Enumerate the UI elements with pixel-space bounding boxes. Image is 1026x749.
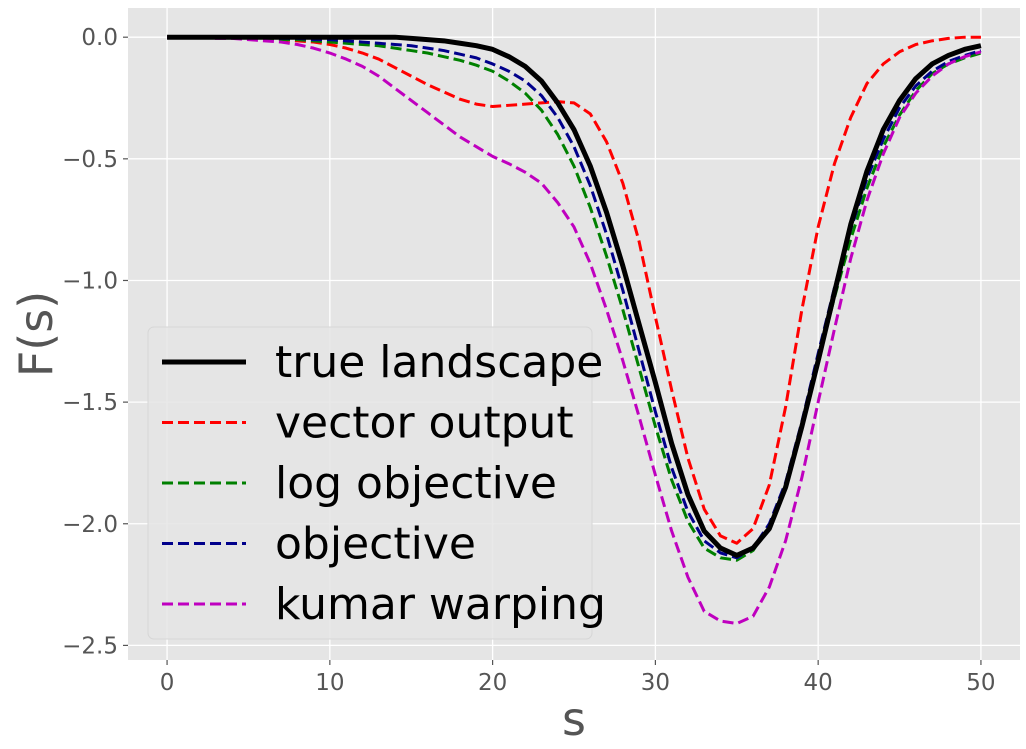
x-tick-label: 40 — [804, 670, 833, 696]
series-layer — [167, 34, 982, 626]
legend: true landscape vector output log objective… — [147, 326, 606, 640]
x-tick-label: 30 — [641, 670, 670, 696]
x-axis-label: s — [562, 692, 586, 746]
series-line-kumar-warping — [167, 35, 982, 626]
x-tick-label: 50 — [966, 670, 995, 696]
series-line-true-landscape — [167, 34, 982, 558]
y-axis-ticks: 0.0 −0.5 −1.0 −1.5 −2.0 −2.5 — [62, 25, 128, 659]
legend-label: vector output — [275, 398, 574, 449]
legend-label: objective — [275, 519, 476, 570]
y-axis-label: F(s) — [9, 291, 63, 377]
x-tick-label: 10 — [315, 670, 344, 696]
y-tick-label: 0.0 — [81, 25, 118, 51]
y-tick-label: −1.0 — [62, 268, 118, 294]
y-tick-label: −2.5 — [62, 633, 118, 659]
legend-label: true landscape — [275, 337, 603, 388]
legend-box — [147, 326, 593, 640]
x-tick-label: 0 — [160, 670, 175, 696]
legend-label: kumar warping — [275, 579, 606, 630]
legend-label: log objective — [275, 458, 557, 509]
y-tick-label: −2.0 — [62, 512, 118, 538]
y-tick-label: −0.5 — [62, 147, 118, 173]
x-axis-ticks: 0 10 20 30 40 50 — [160, 660, 996, 696]
y-tick-label: −1.5 — [62, 390, 118, 416]
x-tick-label: 20 — [478, 670, 507, 696]
